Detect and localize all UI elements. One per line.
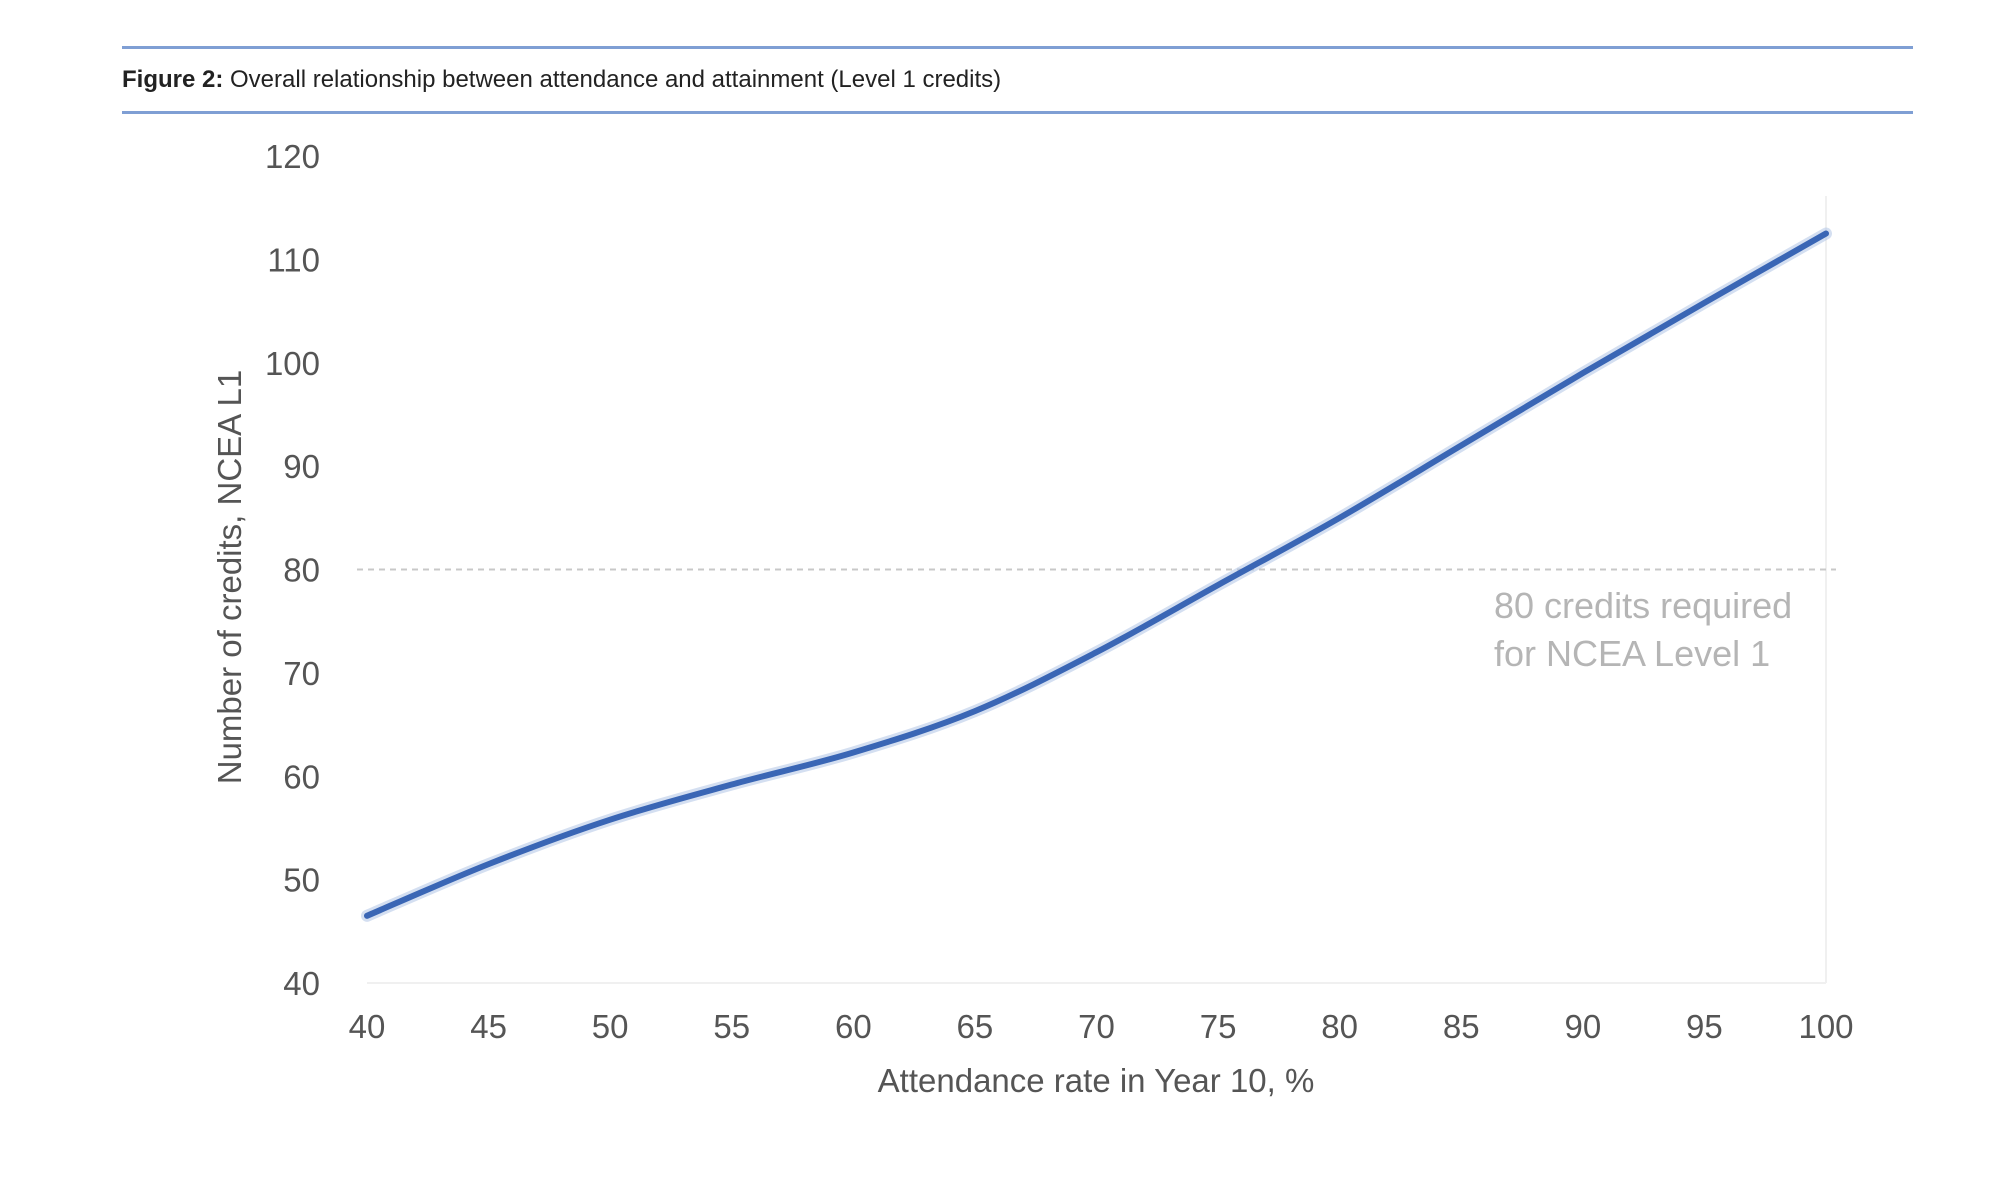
y-tick-label: 110 <box>267 241 320 278</box>
bottom-rule <box>122 111 1913 114</box>
x-tick-label: 95 <box>1686 1008 1723 1045</box>
x-tick-label: 85 <box>1443 1008 1480 1045</box>
y-tick-label: 60 <box>283 758 320 795</box>
x-tick-label: 55 <box>713 1008 750 1045</box>
y-tick-label: 100 <box>265 345 320 382</box>
x-axis-label: Attendance rate in Year 10, % <box>878 1062 1315 1099</box>
y-tick-label: 40 <box>283 965 320 1002</box>
x-tick-label: 65 <box>957 1008 994 1045</box>
x-tick-label: 70 <box>1078 1008 1115 1045</box>
x-tick-label: 90 <box>1564 1008 1601 1045</box>
axes: 40 50 60 70 80 90 100 110 120 40 45 50 55 60 65 70 75 80 8… <box>265 138 1854 1045</box>
figure-title: Figure 2: Overall relationship between a… <box>122 66 1001 94</box>
x-tick-label: 75 <box>1200 1008 1237 1045</box>
x-tick-label: 80 <box>1321 1008 1358 1045</box>
threshold-annotation-line1: 80 credits required <box>1494 585 1792 626</box>
top-rule <box>122 46 1913 49</box>
y-tick-label: 50 <box>283 862 320 899</box>
y-tick-label: 120 <box>265 138 320 175</box>
y-tick-label: 90 <box>283 448 320 485</box>
figure-caption: Overall relationship between attendance … <box>230 66 1002 93</box>
y-tick-label: 70 <box>283 655 320 692</box>
x-tick-label: 60 <box>835 1008 872 1045</box>
y-axis-label: Number of credits, NCEA L1 <box>211 370 248 785</box>
confidence-band <box>361 227 1832 922</box>
x-tick-label: 50 <box>592 1008 629 1045</box>
y-tick-label: 80 <box>283 552 320 589</box>
x-tick-label: 40 <box>349 1008 386 1045</box>
series-line-credits <box>364 230 1829 919</box>
x-tick-label: 100 <box>1798 1008 1853 1045</box>
x-tick-label: 45 <box>470 1008 507 1045</box>
figure-label: Figure 2: <box>122 66 224 93</box>
threshold-annotation-line2: for NCEA Level 1 <box>1494 633 1770 674</box>
